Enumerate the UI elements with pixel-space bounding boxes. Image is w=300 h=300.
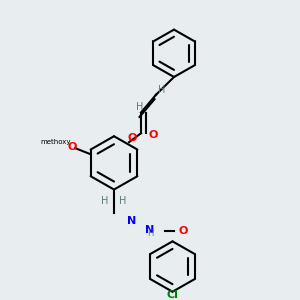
Text: N: N: [146, 224, 154, 235]
Text: O: O: [178, 226, 188, 236]
Text: Cl: Cl: [167, 290, 178, 300]
Text: H: H: [101, 196, 109, 206]
Text: methoxy: methoxy: [40, 139, 71, 145]
Text: H: H: [119, 196, 127, 206]
Text: H: H: [147, 230, 153, 238]
Text: H: H: [136, 102, 143, 112]
Text: N: N: [128, 216, 136, 226]
Text: O: O: [127, 133, 137, 143]
Text: O: O: [67, 142, 77, 152]
Text: H: H: [158, 85, 166, 95]
Text: O: O: [148, 130, 158, 140]
